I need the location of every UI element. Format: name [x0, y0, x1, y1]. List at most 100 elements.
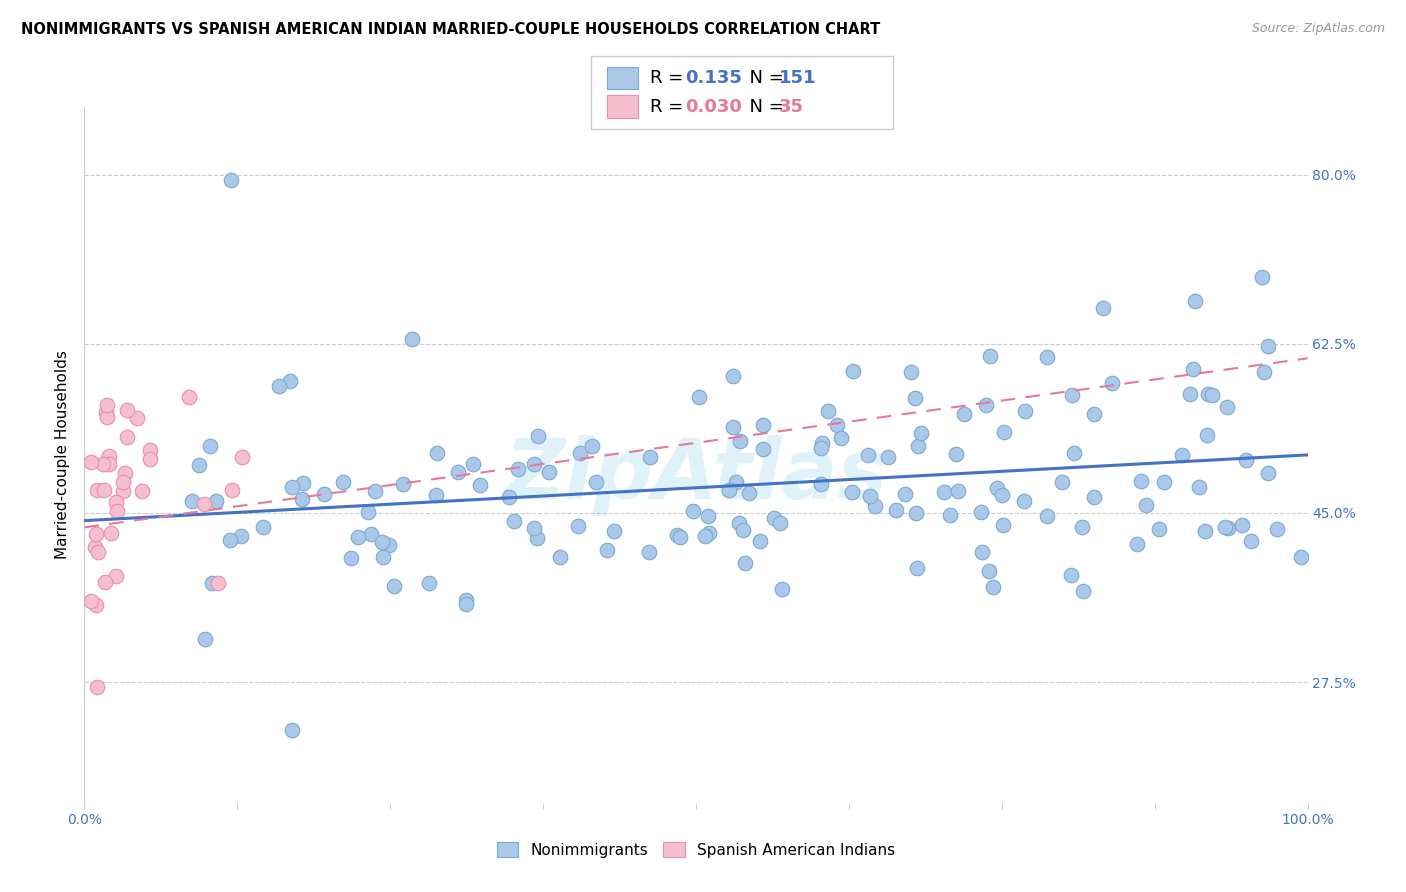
Point	[972, 545, 994, 559]
Point	[728, 434, 751, 448]
Point	[721, 420, 744, 434]
Point	[105, 504, 128, 518]
Point	[86, 483, 108, 497]
Point	[977, 564, 1000, 578]
Point	[114, 466, 136, 480]
Point	[734, 556, 756, 570]
Point	[177, 391, 200, 405]
Point	[382, 579, 405, 593]
Point	[952, 407, 974, 421]
Point	[96, 398, 118, 412]
Point	[752, 418, 775, 433]
Point	[447, 465, 470, 479]
Point	[371, 549, 394, 564]
Point	[1184, 293, 1206, 308]
Point	[418, 576, 440, 591]
Point	[688, 390, 710, 404]
Point	[939, 508, 962, 522]
Point	[139, 443, 162, 458]
Point	[697, 525, 720, 540]
Point	[884, 503, 907, 517]
Point	[904, 391, 927, 405]
Point	[84, 527, 107, 541]
Point	[508, 462, 530, 476]
Point	[98, 458, 121, 472]
Point	[204, 493, 226, 508]
Point	[1171, 448, 1194, 462]
Point	[905, 560, 928, 574]
Point	[207, 576, 229, 591]
Point	[763, 511, 786, 525]
Point	[112, 475, 135, 489]
Point	[1036, 350, 1059, 364]
Point	[728, 516, 751, 530]
Point	[401, 332, 423, 346]
Point	[569, 446, 592, 460]
Point	[810, 441, 832, 455]
Point	[669, 530, 692, 544]
Point	[357, 505, 380, 519]
Point	[825, 417, 848, 432]
Point	[1178, 387, 1201, 401]
Point	[770, 582, 793, 597]
Point	[115, 402, 138, 417]
Point	[945, 447, 967, 461]
Point	[219, 533, 242, 548]
Point	[498, 490, 520, 504]
Point	[1135, 498, 1157, 512]
Point	[523, 458, 546, 472]
Point	[1059, 568, 1081, 582]
Point	[724, 475, 747, 489]
Point	[1126, 537, 1149, 551]
Point	[863, 500, 886, 514]
Point	[219, 172, 242, 186]
Point	[697, 508, 720, 523]
Point	[969, 505, 991, 519]
Point	[340, 551, 363, 566]
Point	[86, 680, 108, 694]
Point	[291, 491, 314, 506]
Point	[1234, 453, 1257, 467]
Point	[278, 374, 301, 388]
Point	[87, 545, 110, 559]
Point	[983, 580, 1005, 594]
Point	[856, 449, 879, 463]
Point	[581, 439, 603, 453]
Point	[426, 446, 449, 460]
Text: 0.030: 0.030	[685, 97, 741, 116]
Point	[991, 488, 1014, 502]
Point	[125, 411, 148, 425]
Point	[769, 516, 792, 531]
Point	[96, 409, 118, 424]
Point	[1062, 388, 1084, 402]
Point	[111, 483, 134, 498]
Text: 35: 35	[779, 97, 804, 116]
Point	[104, 569, 127, 583]
Point	[841, 484, 863, 499]
Point	[1092, 301, 1115, 315]
Text: R =: R =	[650, 97, 689, 116]
Point	[682, 504, 704, 518]
Point	[1071, 520, 1094, 534]
Point	[748, 534, 770, 549]
Point	[221, 483, 243, 498]
Text: R =: R =	[650, 69, 689, 87]
Point	[502, 514, 524, 528]
Point	[1201, 387, 1223, 401]
Point	[876, 450, 898, 464]
Point	[139, 452, 162, 467]
Point	[537, 465, 560, 479]
Point	[751, 442, 773, 456]
Point	[986, 481, 1008, 495]
Point	[907, 439, 929, 453]
Y-axis label: Married-couple Households: Married-couple Households	[55, 351, 70, 559]
Point	[1153, 475, 1175, 490]
Point	[830, 431, 852, 445]
Point	[201, 575, 224, 590]
Point	[100, 526, 122, 541]
Point	[252, 520, 274, 534]
Point	[1036, 508, 1059, 523]
Point	[721, 368, 744, 383]
Point	[94, 457, 117, 471]
Point	[1012, 493, 1035, 508]
